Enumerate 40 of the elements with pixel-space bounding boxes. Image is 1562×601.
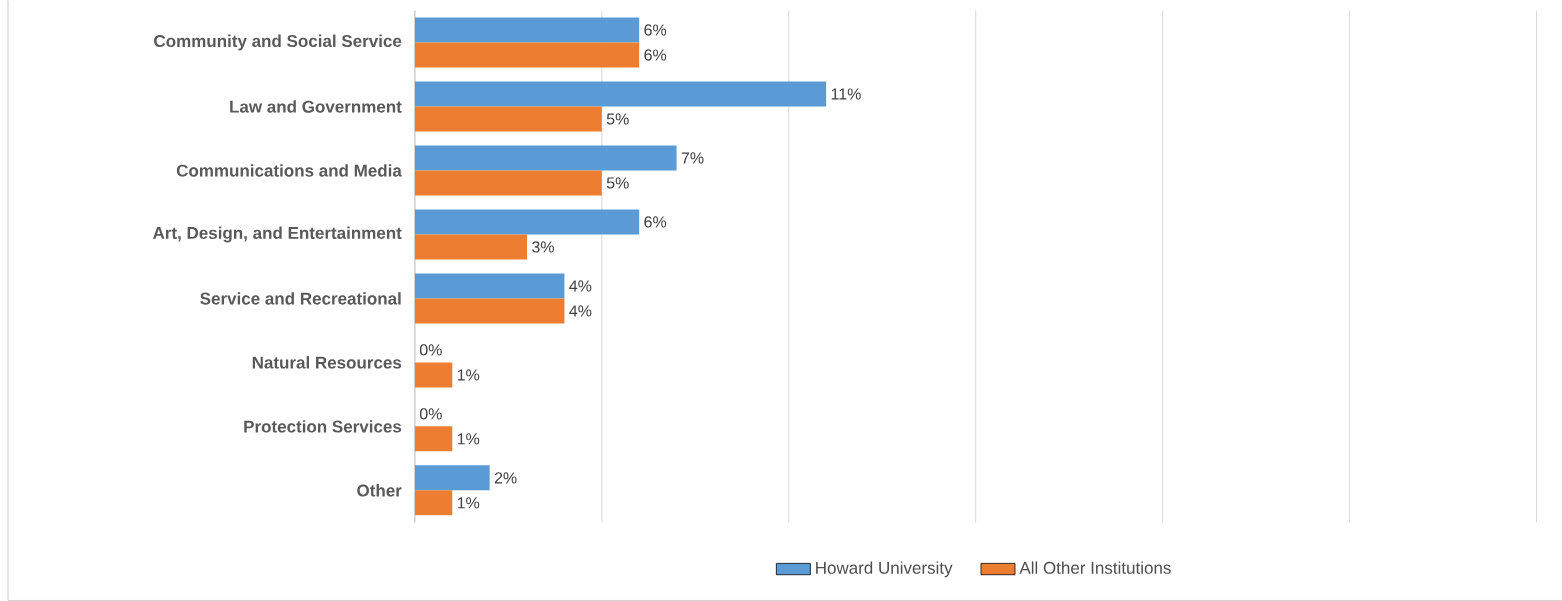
bar — [414, 426, 453, 452]
data-label: 4% — [569, 305, 592, 317]
bar — [414, 362, 453, 388]
legend-label: All Other Institutions — [1019, 561, 1171, 574]
bar — [414, 106, 602, 132]
data-label: 11% — [831, 88, 861, 100]
data-label: 3% — [532, 241, 554, 253]
y-tick-label: Community and Social Service — [154, 34, 402, 51]
data-label: 4% — [569, 280, 592, 292]
y-tick-label: Service and Recreational — [200, 292, 401, 305]
bar — [414, 234, 528, 260]
data-label: 0% — [419, 344, 442, 356]
data-label: 6% — [644, 24, 667, 36]
data-label: 7% — [681, 152, 704, 164]
bar — [414, 490, 453, 516]
data-label: 6% — [644, 49, 667, 61]
data-label: 1% — [457, 497, 480, 509]
bar — [414, 81, 827, 107]
data-label: 5% — [606, 177, 629, 189]
y-tick-label: Law and Government — [230, 100, 402, 113]
y-tick-label: Other — [357, 483, 402, 497]
data-label: 6% — [644, 216, 667, 228]
bar — [414, 298, 565, 324]
y-tick-label: Art, Design, and Entertainment — [153, 226, 402, 243]
y-tick-label: Communications and Media — [176, 164, 402, 177]
data-label: 0% — [419, 408, 442, 420]
bar — [414, 170, 602, 196]
legend-label: Howard University — [816, 561, 953, 578]
bar — [414, 209, 640, 235]
bar — [414, 465, 490, 491]
y-tick-label: Natural Resources — [252, 356, 402, 369]
data-label: 1% — [457, 433, 480, 445]
data-label: 5% — [606, 113, 629, 125]
data-label: 2% — [494, 472, 517, 484]
y-tick-label: Protection Services — [244, 419, 402, 433]
bar — [414, 17, 640, 43]
bar — [414, 42, 640, 68]
bar — [414, 273, 565, 299]
data-label: 1% — [457, 369, 480, 381]
bar — [414, 145, 677, 171]
